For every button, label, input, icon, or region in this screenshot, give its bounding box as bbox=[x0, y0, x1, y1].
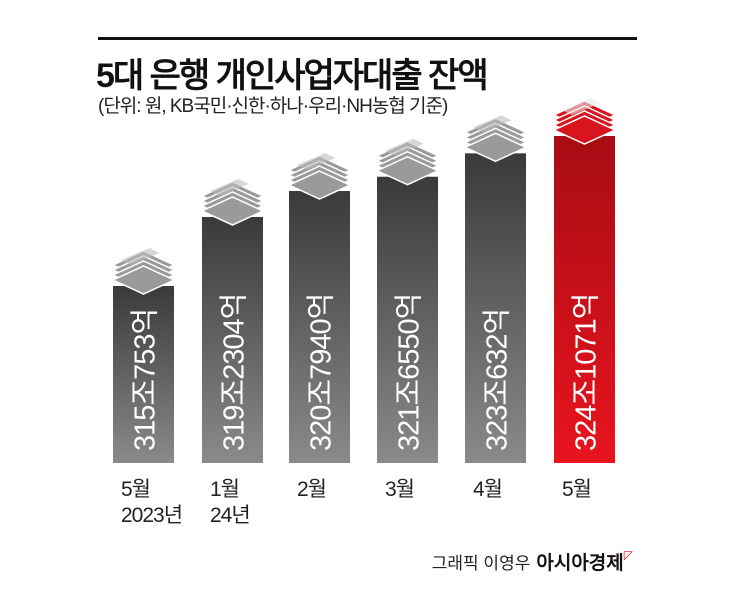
bar-group: 320조7940억 bbox=[287, 153, 352, 463]
money-stack-icon bbox=[463, 115, 528, 163]
category-label-line: 3월 bbox=[385, 478, 415, 501]
category-label: 5월 2023년 bbox=[121, 477, 201, 529]
value-label: 320조7940억 bbox=[306, 294, 338, 451]
brand-mark-icon: ◸ bbox=[623, 548, 633, 562]
value-label: 319조2304억 bbox=[219, 294, 251, 451]
footer-credit: 그래픽 이영우 아시아경제◸ bbox=[432, 548, 633, 575]
category-label: 5월 bbox=[562, 477, 642, 503]
bar-group: 315조753억 bbox=[111, 248, 176, 463]
brand-logo: 아시아경제 bbox=[536, 553, 624, 574]
category-label: 4월 bbox=[473, 477, 553, 503]
category-label-line: 4월 bbox=[473, 478, 503, 501]
money-stack-icon bbox=[375, 138, 440, 186]
category-label-line: 24년 bbox=[210, 504, 251, 527]
bar-group: 324조1071억 bbox=[552, 98, 617, 463]
bar-group: 321조6550억 bbox=[375, 138, 440, 464]
category-label-line: 1월 bbox=[210, 478, 240, 501]
bar bbox=[377, 176, 438, 464]
chart-title: 5대 은행 개인사업자대출 잔액 bbox=[96, 57, 489, 95]
bar bbox=[289, 191, 350, 463]
category-label-line: 5월 bbox=[121, 478, 151, 501]
value-label: 321조6550억 bbox=[394, 294, 426, 451]
top-rule bbox=[98, 37, 637, 40]
category-label-line: 2023년 bbox=[121, 504, 183, 527]
category-label-line: 5월 bbox=[562, 478, 592, 501]
graphic-credit: 그래픽 이영우 bbox=[431, 554, 531, 573]
bar bbox=[465, 153, 526, 463]
bar bbox=[113, 286, 174, 463]
category-label: 1월 24년 bbox=[210, 477, 290, 529]
category-label-line: 2월 bbox=[297, 478, 327, 501]
category-label: 2월 bbox=[297, 477, 377, 503]
bar bbox=[554, 136, 615, 463]
chart-subtitle: (단위: 원, KB국민·신한·하나·우리·NH농협 기준) bbox=[98, 96, 448, 117]
bar-group: 323조632억 bbox=[463, 115, 528, 463]
bar bbox=[202, 216, 263, 463]
money-stack-icon bbox=[287, 153, 352, 200]
category-label: 3월 bbox=[385, 477, 465, 503]
money-stack-icon bbox=[111, 248, 176, 295]
bar-group: 319조2304억 bbox=[200, 178, 265, 463]
money-stack-icon bbox=[552, 98, 617, 145]
value-label: 323조632억 bbox=[482, 309, 514, 451]
value-label: 324조1071억 bbox=[571, 294, 603, 451]
value-label: 315조753억 bbox=[130, 309, 162, 451]
money-stack-icon bbox=[200, 178, 265, 226]
